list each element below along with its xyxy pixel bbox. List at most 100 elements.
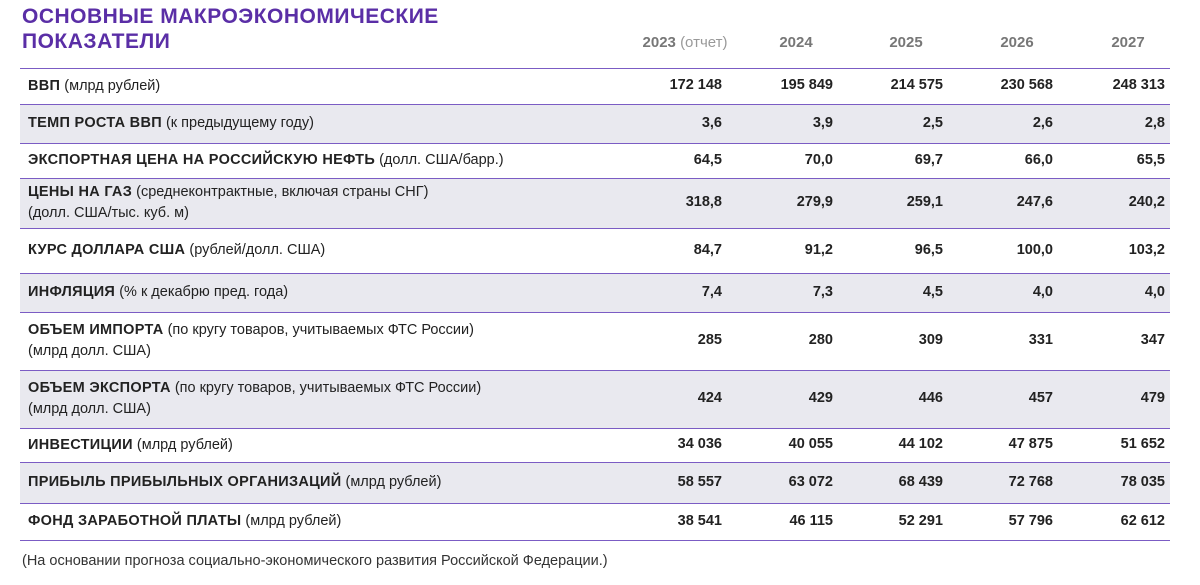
- row-label: ЭКСПОРТНАЯ ЦЕНА НА РОССИЙСКУЮ НЕФТЬ (дол…: [28, 150, 504, 171]
- column-year: 2027: [1111, 34, 1145, 51]
- table-row: ОБЪЕМ ИМПОРТА (по кругу товаров, учитыва…: [20, 312, 1170, 370]
- row-label: ТЕМП РОСТА ВВП (к предыдущему году): [28, 113, 314, 134]
- column-year: 2024: [779, 34, 813, 51]
- row-name: ОБЪЕМ ЭКСПОРТА: [28, 380, 171, 396]
- table-row: ЦЕНЫ НА ГАЗ (среднеконтрактные, включая …: [20, 178, 1170, 228]
- cell-value: 424: [697, 390, 722, 406]
- cell-value: 4,5: [922, 283, 943, 300]
- table-row: ЭКСПОРТНАЯ ЦЕНА НА РОССИЙСКУЮ НЕФТЬ (дол…: [20, 143, 1170, 178]
- row-label: ИНФЛЯЦИЯ (% к декабрю пред. года): [28, 282, 288, 303]
- cell-value: 34 036: [677, 436, 722, 452]
- row-label: ВВП (млрд рублей): [28, 76, 160, 97]
- row-note: (по кругу товаров, учитываемых ФТС Росси…: [167, 322, 474, 338]
- cell-value: 96,5: [914, 241, 943, 258]
- row-note: (по кругу товаров, учитываемых ФТС Росси…: [174, 380, 482, 396]
- cell-value: 44 102: [898, 436, 943, 452]
- cell-value: 331: [1028, 332, 1053, 348]
- cell-value: 172 148: [669, 77, 722, 93]
- label-line: ОБЪЕМ ЭКСПОРТА (по кругу товаров, учитыв…: [28, 378, 481, 399]
- table-row: ВВП (млрд рублей) 172 148 195 849 214 575 23…: [20, 68, 1170, 104]
- column-header: 2026: [947, 34, 1087, 51]
- table-bottom-rule: [20, 540, 1170, 541]
- label-line: ОБЪЕМ ИМПОРТА (по кругу товаров, учитыва…: [28, 320, 474, 341]
- cell-value: 4,0: [1032, 283, 1053, 300]
- table-row: КУРС ДОЛЛАРА США (рублей/долл. США) 84,7 9…: [20, 228, 1170, 273]
- label-line: ЦЕНЫ НА ГАЗ (среднеконтрактные, включая …: [28, 182, 428, 203]
- cell-value: 429: [808, 390, 833, 406]
- row-note: (млрд долл. США): [28, 343, 151, 359]
- footnote: (На основании прогноза социально-экономи…: [22, 553, 608, 569]
- table-row: ИНФЛЯЦИЯ (% к декабрю пред. года) 7,4 7,3 4…: [20, 273, 1170, 312]
- label-line: ПРИБЫЛЬ ПРИБЫЛЬНЫХ ОРГАНИЗАЦИЙ (млрд руб…: [28, 472, 441, 493]
- cell-value: 65,5: [1136, 151, 1165, 168]
- cell-value: 62 612: [1120, 512, 1165, 529]
- table-row: ТЕМП РОСТА ВВП (к предыдущему году) 3,6 3,…: [20, 104, 1170, 143]
- table-row: ИНВЕСТИЦИИ (млрд рублей) 34 036 40 055 44 1…: [20, 428, 1170, 462]
- row-note: (среднеконтрактные, включая страны СНГ): [136, 184, 429, 200]
- cell-value: 2,5: [922, 114, 943, 131]
- title-line: ПОКАЗАТЕЛИ: [22, 30, 171, 53]
- row-note: (млрд рублей): [345, 474, 442, 490]
- table-row: ОБЪЕМ ЭКСПОРТА (по кругу товаров, учитыв…: [20, 370, 1170, 428]
- cell-value: 195 849: [780, 77, 833, 93]
- cell-value: 2,8: [1144, 114, 1165, 131]
- column-note: (отчет): [680, 34, 728, 51]
- row-note: (долл. США/тыс. куб. м): [28, 205, 189, 221]
- cell-value: 279,9: [796, 194, 833, 210]
- cell-value: 47 875: [1008, 436, 1053, 452]
- row-note: (к предыдущему году): [165, 115, 314, 131]
- label-line: КУРС ДОЛЛАРА США (рублей/долл. США): [28, 240, 325, 261]
- cell-value: 214 575: [890, 77, 943, 93]
- row-label: КУРС ДОЛЛАРА США (рублей/долл. США): [28, 240, 325, 261]
- column-header: 2027: [1058, 34, 1198, 51]
- label-line: ИНФЛЯЦИЯ (% к декабрю пред. года): [28, 282, 288, 303]
- row-name: ИНВЕСТИЦИИ: [28, 436, 133, 453]
- row-label: ОБЪЕМ ЭКСПОРТА (по кругу товаров, учитыв…: [28, 378, 481, 420]
- label-line: ИНВЕСТИЦИИ (млрд рублей): [28, 435, 233, 456]
- cell-value: 2,6: [1032, 114, 1053, 131]
- row-name: ИНФЛЯЦИЯ: [28, 284, 116, 300]
- cell-value: 100,0: [1016, 241, 1053, 258]
- row-note: (млрд рублей): [64, 77, 161, 94]
- cell-value: 69,7: [914, 151, 943, 168]
- label-line: ТЕМП РОСТА ВВП (к предыдущему году): [28, 113, 314, 134]
- cell-value: 309: [918, 332, 943, 348]
- cell-value: 52 291: [898, 512, 943, 529]
- row-label: ПРИБЫЛЬ ПРИБЫЛЬНЫХ ОРГАНИЗАЦИЙ (млрд руб…: [28, 472, 441, 493]
- cell-value: 46 115: [789, 512, 833, 529]
- row-name: ОБЪЕМ ИМПОРТА: [28, 322, 164, 338]
- label-line: ФОНД ЗАРАБОТНОЙ ПЛАТЫ (млрд рублей): [28, 511, 341, 532]
- cell-value: 318,8: [685, 194, 722, 210]
- cell-value: 3,9: [812, 114, 833, 131]
- cell-value: 38 541: [677, 512, 722, 529]
- cell-value: 70,0: [804, 151, 833, 168]
- cell-value: 248 313: [1112, 77, 1165, 93]
- column-header: 2025: [836, 34, 976, 51]
- column-header: 2023 (отчет): [615, 34, 755, 51]
- row-note: (% к декабрю пред. года): [119, 284, 289, 300]
- title: ОСНОВНЫЕ МАКРОЭКОНОМИЧЕСКИЕ ПОКАЗАТЕЛИ: [22, 4, 439, 54]
- label-line: ЭКСПОРТНАЯ ЦЕНА НА РОССИЙСКУЮ НЕФТЬ (дол…: [28, 150, 504, 171]
- row-name: ФОНД ЗАРАБОТНОЙ ПЛАТЫ: [28, 513, 242, 529]
- cell-value: 72 768: [1008, 473, 1053, 490]
- cell-value: 63 072: [788, 473, 833, 490]
- cell-value: 457: [1028, 390, 1053, 406]
- row-name: ЦЕНЫ НА ГАЗ: [28, 184, 133, 200]
- cell-value: 66,0: [1024, 151, 1053, 168]
- cell-value: 7,3: [812, 283, 833, 300]
- cell-value: 285: [697, 332, 722, 348]
- cell-value: 68 439: [898, 473, 943, 490]
- row-label: ИНВЕСТИЦИИ (млрд рублей): [28, 435, 233, 456]
- cell-value: 240,2: [1128, 194, 1165, 210]
- row-name: ВВП: [28, 77, 61, 94]
- row-note: (млрд долл. США): [28, 401, 151, 417]
- cell-value: 479: [1140, 390, 1165, 406]
- column-year: 2023: [642, 34, 676, 51]
- cell-value: 84,7: [693, 241, 722, 258]
- cell-value: 230 568: [1000, 77, 1053, 93]
- cell-value: 4,0: [1144, 283, 1165, 300]
- row-label: ОБЪЕМ ИМПОРТА (по кругу товаров, учитыва…: [28, 320, 474, 362]
- column-year: 2026: [1000, 34, 1034, 51]
- cell-value: 51 652: [1120, 436, 1165, 452]
